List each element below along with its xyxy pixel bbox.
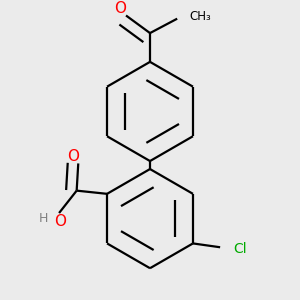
Text: O: O [54,214,66,229]
Text: O: O [114,1,126,16]
Text: O: O [68,149,80,164]
Text: Cl: Cl [234,242,247,256]
Text: H: H [39,212,48,225]
Text: CH₃: CH₃ [189,10,211,22]
